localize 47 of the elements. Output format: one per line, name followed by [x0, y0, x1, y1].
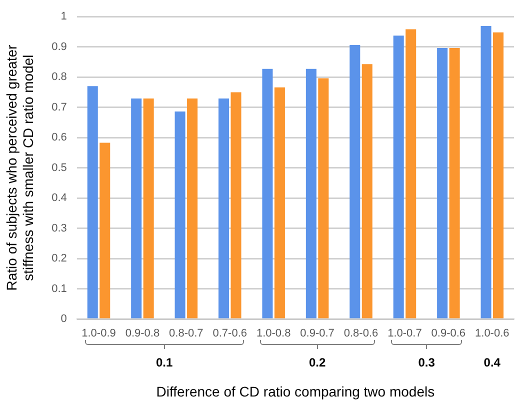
bar	[262, 68, 273, 318]
bar	[449, 48, 460, 318]
y-tick-label: 0.3	[52, 222, 67, 234]
bar	[87, 86, 98, 318]
y-tick-label: 0.9	[52, 40, 67, 53]
bar	[437, 48, 448, 318]
y-tick-label: 0.4	[52, 192, 67, 204]
x-axis-title: Difference of CD ratio comparing two models	[156, 383, 435, 400]
x-tick-label: 0.8-0.6	[344, 328, 378, 340]
x-tick-label: 1.0-0.8	[256, 328, 291, 340]
bar	[393, 36, 404, 318]
bar	[100, 142, 110, 318]
text: 0.2	[308, 355, 326, 370]
bar	[218, 98, 230, 318]
x-tick-label: 0.9-0.6	[431, 328, 466, 340]
bar	[131, 98, 142, 318]
bar	[480, 26, 492, 318]
x-tick-label: 0.9-0.8	[125, 328, 160, 340]
bar	[493, 32, 504, 318]
bar	[143, 98, 154, 318]
bar	[230, 92, 242, 318]
y-tick-label: 0.5	[52, 162, 67, 174]
y-tick-label: 0.8	[52, 71, 67, 84]
bar	[318, 78, 329, 318]
x-tick-label: 1.0-0.6	[475, 328, 510, 340]
y-tick-label: 0.2	[52, 252, 67, 265]
text: 0.1	[156, 355, 173, 370]
x-tick-label: 0.9-0.7	[300, 328, 334, 340]
y-tick-label: 0.7	[52, 101, 67, 114]
bar	[174, 112, 186, 318]
y-tick-label: 0	[60, 313, 67, 326]
bar	[350, 45, 360, 318]
bar	[274, 87, 285, 318]
x-tick-label: 0.7-0.6	[212, 328, 248, 340]
bar	[406, 29, 416, 318]
bar	[187, 98, 198, 318]
y-tick-label: 0.6	[52, 132, 67, 144]
bar	[362, 64, 372, 318]
x-tick-label: 0.8-0.7	[169, 328, 204, 340]
y-tick-label: 0.1	[52, 282, 67, 295]
y-axis-title: Ratio of subjects who perceived greater stiffness with smaller CD ratio model	[3, 44, 36, 291]
text: 0.4	[484, 355, 501, 370]
bar	[306, 68, 316, 318]
y-tick-label: 1	[60, 10, 67, 23]
x-tick-label: 1.0-0.7	[388, 328, 422, 340]
x-tick-label: 1.0-0.9	[82, 328, 116, 340]
text: 0.3	[418, 355, 436, 370]
